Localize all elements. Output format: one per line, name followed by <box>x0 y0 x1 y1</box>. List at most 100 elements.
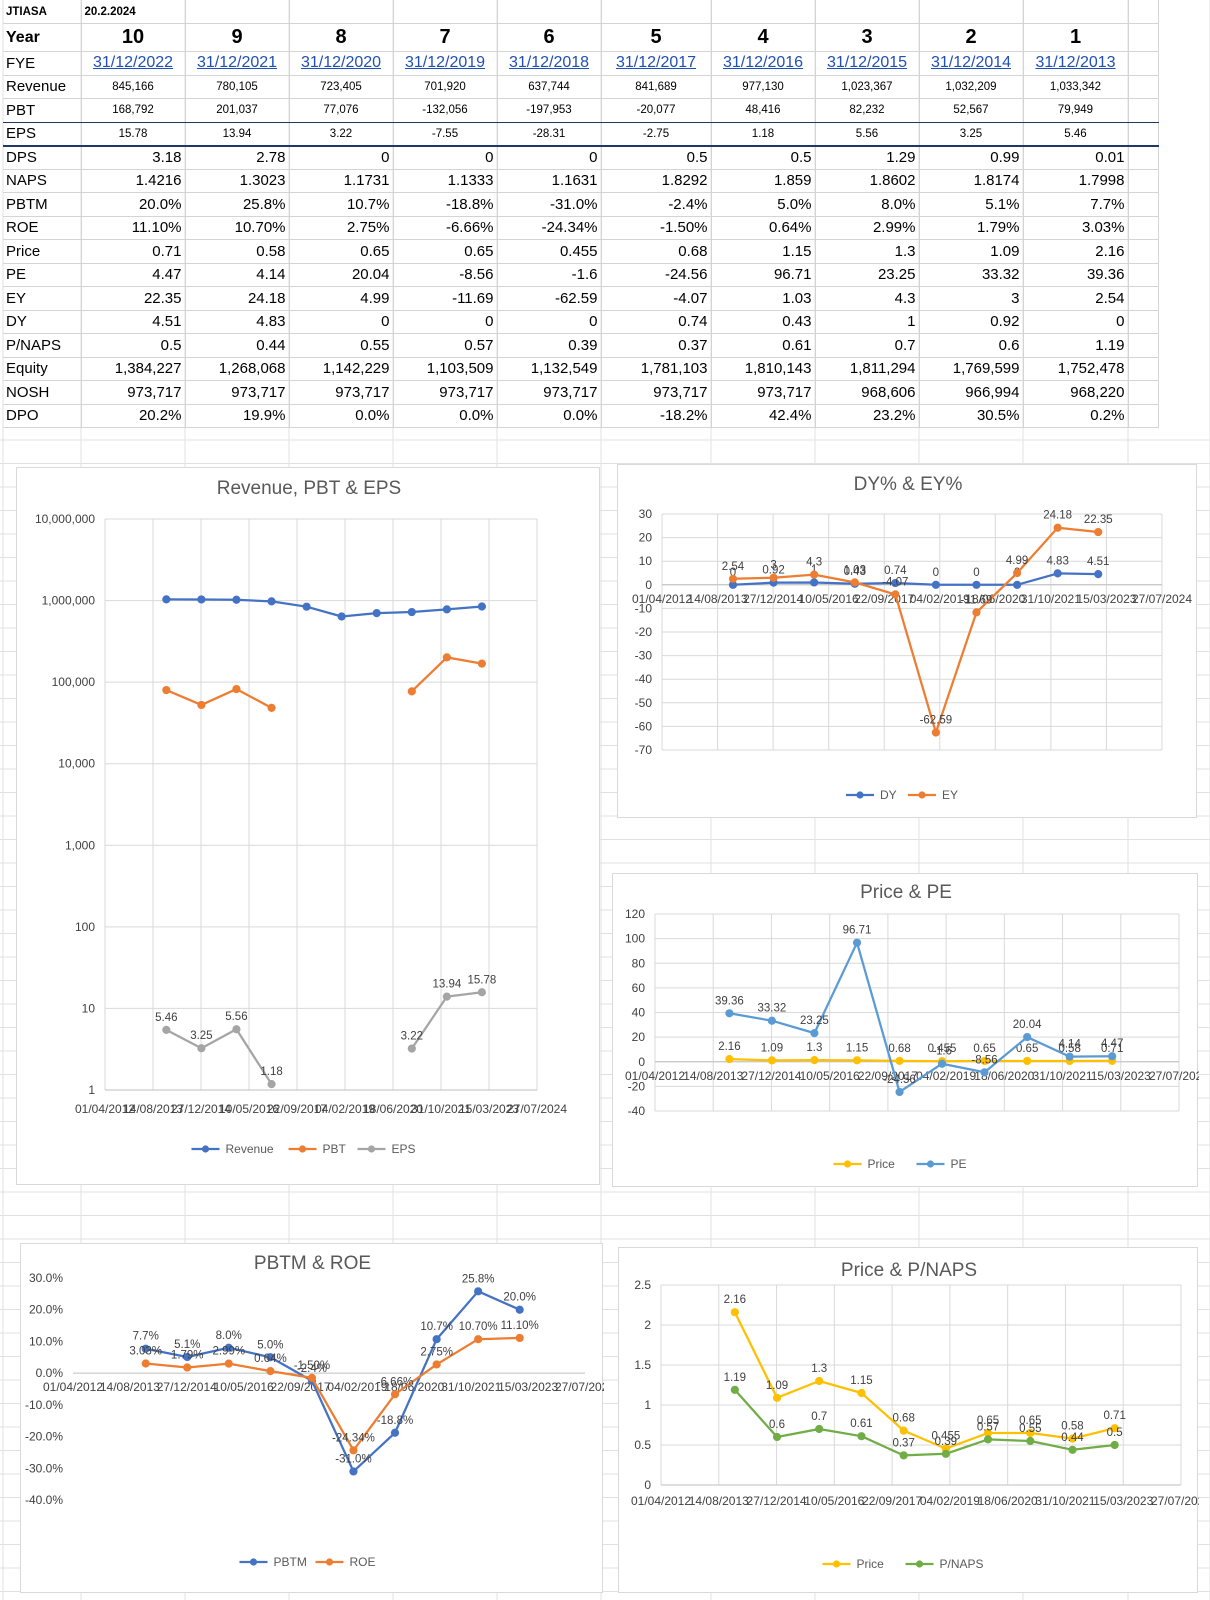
value-cell[interactable]: 841,689 <box>601 75 712 99</box>
value-cell[interactable]: 1,103,509 <box>393 357 498 381</box>
value-cell[interactable]: -62.59 <box>497 286 602 311</box>
value-cell[interactable]: 3.18 <box>81 145 186 170</box>
value-cell[interactable]: 3.03% <box>1023 216 1129 240</box>
value-cell[interactable]: 5.56 <box>815 122 920 147</box>
empty-cell[interactable] <box>1128 216 1159 240</box>
data-point[interactable] <box>442 992 451 1001</box>
data-point[interactable] <box>810 1029 819 1038</box>
year-cell[interactable]: 9 <box>185 23 290 52</box>
empty-cell[interactable] <box>1128 263 1159 287</box>
value-cell[interactable]: -1.50% <box>601 216 712 240</box>
value-cell[interactable]: 0.58 <box>185 239 290 264</box>
data-point[interactable] <box>772 1432 782 1442</box>
value-cell[interactable]: 1.7998 <box>1023 169 1129 193</box>
value-cell[interactable]: 977,130 <box>711 75 816 99</box>
value-cell[interactable]: 968,606 <box>815 380 920 405</box>
value-cell[interactable]: 0 <box>497 145 602 170</box>
data-point[interactable] <box>810 578 819 587</box>
value-cell[interactable]: -24.56 <box>601 263 712 287</box>
value-cell[interactable]: 23.2% <box>815 404 920 428</box>
data-point[interactable] <box>141 1344 150 1353</box>
value-cell[interactable]: 1,033,342 <box>1023 75 1129 99</box>
fye-link[interactable]: 31/12/2017 <box>601 51 712 76</box>
empty-cell[interactable] <box>1128 192 1159 217</box>
data-point[interactable] <box>767 1016 777 1025</box>
value-cell[interactable]: 1,810,143 <box>711 357 816 381</box>
data-point[interactable] <box>474 1287 483 1296</box>
value-cell[interactable]: 33.32 <box>919 263 1024 287</box>
year-cell[interactable]: 6 <box>497 23 602 52</box>
value-cell[interactable]: 5.46 <box>1023 122 1129 147</box>
legend-label[interactable]: P/NAPS <box>940 1557 984 1571</box>
data-point[interactable] <box>931 580 940 589</box>
value-cell[interactable]: 1,811,294 <box>815 357 920 381</box>
data-point[interactable] <box>1026 1428 1035 1438</box>
value-cell[interactable]: 0.0% <box>393 404 498 428</box>
value-cell[interactable]: 0 <box>497 310 602 334</box>
empty-cell[interactable] <box>1128 51 1159 76</box>
row-label-cell[interactable]: PBTM <box>3 192 82 217</box>
empty-cell[interactable] <box>1128 239 1159 264</box>
value-cell[interactable]: -6.66% <box>393 216 498 240</box>
value-cell[interactable]: 0 <box>289 310 394 334</box>
data-point[interactable] <box>302 602 311 611</box>
value-cell[interactable]: -7.55 <box>393 122 498 147</box>
data-point[interactable] <box>267 703 276 712</box>
legend-label[interactable]: PE <box>951 1157 967 1171</box>
data-point[interactable] <box>980 1068 989 1077</box>
value-cell[interactable]: 0.7 <box>815 333 920 358</box>
data-point[interactable] <box>267 1080 276 1089</box>
value-cell[interactable]: 0.01 <box>1023 145 1129 170</box>
empty-cell[interactable] <box>1128 357 1159 381</box>
value-cell[interactable]: 0.37 <box>601 333 712 358</box>
year-cell[interactable]: 10 <box>81 23 186 52</box>
data-point[interactable] <box>725 1009 734 1018</box>
value-cell[interactable]: 0.92 <box>919 310 1024 334</box>
data-point[interactable] <box>1053 569 1062 578</box>
empty-cell[interactable] <box>1128 169 1159 193</box>
value-cell[interactable]: 4.99 <box>289 286 394 311</box>
value-cell[interactable]: 0.74 <box>601 310 712 334</box>
value-cell[interactable]: 0.68 <box>601 239 712 264</box>
value-cell[interactable]: 77,076 <box>289 98 394 123</box>
value-cell[interactable]: -1.6 <box>497 263 602 287</box>
data-point[interactable] <box>1013 568 1022 578</box>
data-point[interactable] <box>1094 527 1103 537</box>
value-cell[interactable]: 1,132,549 <box>497 357 602 381</box>
value-cell[interactable]: 1.29 <box>815 145 920 170</box>
value-cell[interactable]: 723,405 <box>289 75 394 99</box>
empty-cell[interactable] <box>1128 122 1159 147</box>
data-point[interactable] <box>891 590 900 599</box>
value-cell[interactable]: 5.1% <box>919 192 1024 217</box>
value-cell[interactable]: 4.14 <box>185 263 290 287</box>
data-point[interactable] <box>477 659 486 668</box>
data-point[interactable] <box>183 1363 192 1372</box>
value-cell[interactable]: 10.70% <box>185 216 290 240</box>
data-point[interactable] <box>769 573 778 582</box>
row-label-cell[interactable]: PE <box>3 263 82 287</box>
value-cell[interactable]: 973,717 <box>601 380 712 405</box>
value-cell[interactable]: 1,769,599 <box>919 357 1024 381</box>
value-cell[interactable]: 0.65 <box>289 239 394 264</box>
row-label-cell[interactable]: P/NAPS <box>3 333 82 358</box>
row-label-cell[interactable]: EPS <box>3 122 82 147</box>
value-cell[interactable]: 4.51 <box>81 310 186 334</box>
value-cell[interactable]: 4.47 <box>81 263 186 287</box>
value-cell[interactable]: 1,142,229 <box>289 357 394 381</box>
value-cell[interactable]: -11.69 <box>393 286 498 311</box>
value-cell[interactable]: 25.8% <box>185 192 290 217</box>
value-cell[interactable]: 1.8174 <box>919 169 1024 193</box>
value-cell[interactable]: 0.43 <box>711 310 816 334</box>
value-cell[interactable]: 3 <box>919 286 1024 311</box>
data-point[interactable] <box>931 728 940 737</box>
value-cell[interactable]: 1.19 <box>1023 333 1129 358</box>
empty-cell[interactable] <box>1128 404 1159 428</box>
data-point[interactable] <box>852 938 862 947</box>
data-point[interactable] <box>728 574 738 583</box>
value-cell[interactable]: -8.56 <box>393 263 498 287</box>
data-point[interactable] <box>895 1087 904 1097</box>
data-point[interactable] <box>891 578 900 588</box>
value-cell[interactable]: 0.455 <box>497 239 602 264</box>
data-point[interactable] <box>224 1359 233 1368</box>
data-point[interactable] <box>857 1388 866 1398</box>
